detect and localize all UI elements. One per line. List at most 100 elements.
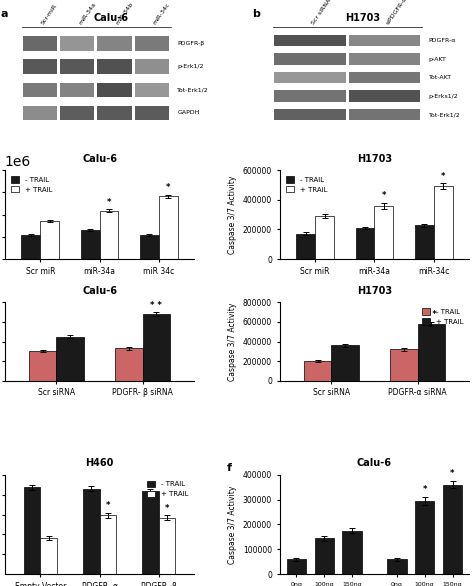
Bar: [296, 234, 315, 259]
Text: *: *: [422, 485, 427, 494]
FancyBboxPatch shape: [23, 60, 57, 74]
Title: Calu-6: Calu-6: [357, 458, 392, 468]
Bar: [434, 186, 453, 259]
Text: Calu-6: Calu-6: [94, 13, 129, 23]
Text: H1703: H1703: [345, 13, 380, 23]
FancyBboxPatch shape: [23, 83, 57, 97]
FancyBboxPatch shape: [135, 83, 169, 97]
FancyBboxPatch shape: [98, 83, 131, 97]
Title: H460: H460: [85, 458, 114, 468]
Text: GAPDH: GAPDH: [177, 110, 200, 115]
Title: Calu-6: Calu-6: [82, 154, 117, 163]
FancyBboxPatch shape: [98, 60, 131, 74]
Bar: [356, 228, 374, 259]
Bar: [40, 222, 59, 259]
Bar: [142, 490, 159, 574]
Title: H1703: H1703: [357, 286, 392, 296]
Text: miR-34b: miR-34b: [115, 1, 134, 26]
Text: miR-34c: miR-34c: [152, 2, 171, 26]
Bar: [342, 531, 362, 574]
Text: Tot-Erk1/2: Tot-Erk1/2: [177, 87, 209, 93]
Bar: [24, 487, 40, 574]
Text: p-Erk1/2: p-Erk1/2: [177, 64, 204, 69]
Bar: [443, 485, 462, 574]
Text: PDGFR-β: PDGFR-β: [177, 41, 205, 46]
Text: *: *: [107, 197, 111, 207]
Text: *: *: [106, 501, 110, 510]
FancyBboxPatch shape: [60, 60, 94, 74]
Y-axis label: Caspase 3/7 Activity: Caspase 3/7 Activity: [228, 302, 237, 381]
Bar: [287, 559, 306, 574]
FancyBboxPatch shape: [23, 105, 57, 120]
Text: *: *: [441, 172, 446, 180]
Title: Calu-6: Calu-6: [82, 286, 117, 296]
Text: miR-34a: miR-34a: [78, 1, 97, 26]
Text: Scr-miR: Scr-miR: [40, 3, 58, 26]
Legend: - TRAIL, + TRAIL: - TRAIL, + TRAIL: [8, 173, 55, 196]
Legend: - TRAIL, + TRAIL: - TRAIL, + TRAIL: [419, 306, 466, 328]
Text: f: f: [227, 463, 232, 473]
Bar: [415, 501, 434, 574]
Bar: [143, 314, 170, 381]
Text: *: *: [165, 503, 169, 513]
Text: b: b: [252, 9, 260, 19]
Bar: [21, 235, 40, 259]
FancyBboxPatch shape: [135, 36, 169, 51]
FancyBboxPatch shape: [135, 105, 169, 120]
Bar: [315, 538, 334, 574]
Text: siPDGFR-α: siPDGFR-α: [385, 0, 408, 26]
FancyBboxPatch shape: [349, 35, 420, 46]
FancyBboxPatch shape: [60, 36, 94, 51]
Text: * *: * *: [425, 311, 438, 319]
Bar: [100, 516, 116, 574]
Bar: [100, 211, 118, 259]
FancyBboxPatch shape: [60, 83, 94, 97]
Text: Tot-Erk1/2: Tot-Erk1/2: [429, 112, 461, 117]
Bar: [159, 196, 178, 259]
Text: p-AKT: p-AKT: [429, 57, 447, 62]
Text: a: a: [0, 9, 8, 19]
FancyBboxPatch shape: [60, 105, 94, 120]
FancyBboxPatch shape: [349, 72, 420, 83]
Bar: [56, 336, 84, 381]
Bar: [315, 216, 334, 259]
FancyBboxPatch shape: [349, 53, 420, 65]
Legend: - TRAIL, + TRAIL: - TRAIL, + TRAIL: [144, 478, 191, 500]
FancyBboxPatch shape: [274, 109, 346, 120]
Bar: [159, 518, 175, 574]
Bar: [415, 225, 434, 259]
FancyBboxPatch shape: [274, 72, 346, 83]
FancyBboxPatch shape: [349, 109, 420, 120]
Text: *: *: [450, 469, 455, 478]
FancyBboxPatch shape: [98, 36, 131, 51]
FancyBboxPatch shape: [23, 36, 57, 51]
Text: PDGFR-α: PDGFR-α: [429, 38, 456, 43]
Text: *: *: [382, 191, 386, 200]
Bar: [40, 538, 57, 574]
Bar: [331, 345, 359, 381]
FancyBboxPatch shape: [274, 35, 346, 46]
Bar: [390, 349, 418, 381]
Legend: - TRAIL, + TRAIL: - TRAIL, + TRAIL: [283, 173, 330, 196]
Bar: [374, 206, 393, 259]
Text: p-Erks1/2: p-Erks1/2: [429, 94, 458, 98]
Bar: [81, 230, 100, 259]
Text: *: *: [166, 183, 171, 192]
Bar: [387, 559, 407, 574]
Bar: [304, 361, 331, 381]
Y-axis label: Caspase 3/7 Activity: Caspase 3/7 Activity: [228, 175, 237, 254]
Bar: [29, 352, 56, 381]
FancyBboxPatch shape: [274, 53, 346, 65]
Text: Tot-AKT: Tot-AKT: [429, 75, 452, 80]
Title: H1703: H1703: [357, 154, 392, 163]
Text: Scr siRNA: Scr siRNA: [310, 0, 332, 26]
FancyBboxPatch shape: [349, 90, 420, 102]
Bar: [83, 489, 100, 574]
Y-axis label: Caspase 3/7 Activity: Caspase 3/7 Activity: [228, 485, 237, 564]
Bar: [115, 349, 143, 381]
Bar: [418, 324, 445, 381]
Bar: [140, 235, 159, 259]
FancyBboxPatch shape: [274, 90, 346, 102]
FancyBboxPatch shape: [98, 105, 131, 120]
Text: * *: * *: [150, 301, 163, 309]
